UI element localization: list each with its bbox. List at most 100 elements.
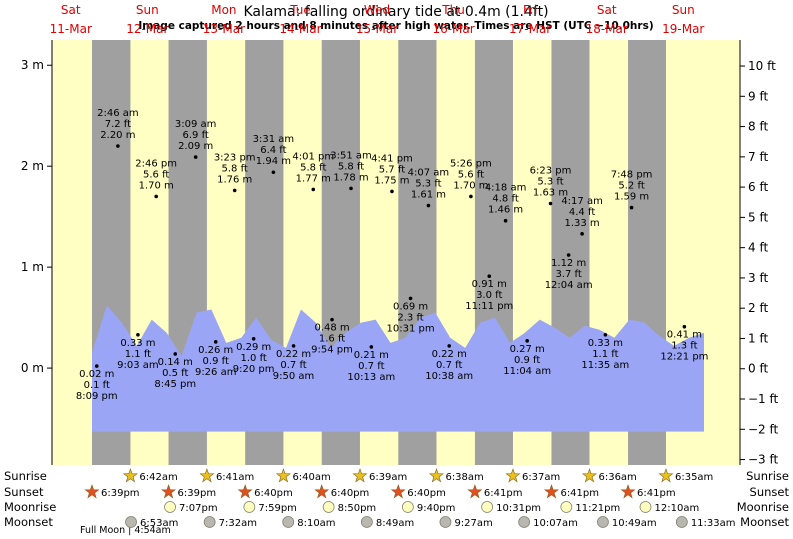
moonrise-icon <box>401 501 414 513</box>
tide-label: 0.91 m <box>472 279 507 290</box>
tide-point <box>349 186 353 191</box>
row-label: Moonset <box>4 515 53 529</box>
sunrise-icon <box>275 468 291 483</box>
tide-point <box>469 194 473 199</box>
day-name: Sun <box>672 3 695 17</box>
moonset-time: 11:33am <box>691 518 736 529</box>
tide-label: 3.7 ft <box>555 269 581 280</box>
tide-label: 10:38 am <box>425 371 473 382</box>
tide-label: 0.7 ft <box>280 360 306 371</box>
tide-label: 6.4 ft <box>260 145 286 156</box>
day-date: 11-Mar <box>50 22 92 36</box>
tide-point <box>291 344 296 348</box>
moonset-icon <box>125 516 137 528</box>
y2-tick-label: −2 ft <box>748 422 779 436</box>
tide-point <box>682 324 687 329</box>
tide-label: 0.02 m <box>79 369 114 380</box>
tide-label: 2.09 m <box>178 141 213 152</box>
tide-label: 10:13 am <box>347 372 395 383</box>
tide-point <box>369 345 374 349</box>
sunrise-time: 6:40am <box>292 472 330 483</box>
day-date: 16-Mar <box>432 22 474 36</box>
sunset-icon <box>390 484 406 499</box>
sunset-time: 6:40pm <box>254 488 293 499</box>
y2-tick-label: 8 ft <box>748 120 768 134</box>
row-label: Moonset <box>740 515 789 529</box>
tide-label: 0.69 m <box>393 301 428 312</box>
tide-label: 6:23 pm <box>530 166 572 177</box>
tide-label: 1.94 m <box>256 156 291 167</box>
sunset-time: 6:41pm <box>560 488 599 499</box>
tide-label: 1.3 ft <box>671 341 697 352</box>
y2-tick-label: 7 ft <box>748 150 768 164</box>
sunset-time: 6:41pm <box>637 488 676 499</box>
tide-point <box>330 317 334 322</box>
moonset-time: 6:53am <box>140 518 178 529</box>
tide-label: 8:09 pm <box>76 391 118 402</box>
y2-tick-label: 6 ft <box>748 180 768 194</box>
sunset-icon <box>620 484 636 499</box>
y2-tick-label: 4 ft <box>748 241 768 255</box>
tide-label: 1.75 m <box>374 175 409 186</box>
tide-label: 12:21 pm <box>660 352 708 363</box>
y-tick-label: 2 m <box>21 159 44 173</box>
tide-point <box>629 205 634 210</box>
tide-label: 1.76 m <box>217 174 252 185</box>
tide-label: 4.4 ft <box>569 207 595 218</box>
sunrise-icon <box>581 468 597 483</box>
tide-label: 4:18 am <box>485 183 527 194</box>
sunrise-icon <box>199 468 215 483</box>
sunset-icon <box>467 484 483 499</box>
moonset-icon <box>518 516 531 528</box>
tide-label: 1.77 m <box>296 173 331 184</box>
tide-label: 0.5 ft <box>162 368 188 379</box>
moonset-icon <box>439 516 452 528</box>
sunrise-time: 6:41am <box>216 472 254 483</box>
tide-label: 1.12 m <box>551 258 586 269</box>
tide-label: 2:46 am <box>97 108 139 119</box>
sunset-time: 6:40pm <box>331 488 370 499</box>
row-label: Sunrise <box>4 469 47 483</box>
tide-point <box>426 203 431 208</box>
moonrise-icon <box>322 501 335 513</box>
y2-tick-label: 9 ft <box>748 89 768 103</box>
moonrise-time: 8:50pm <box>338 503 377 514</box>
tide-label: 2.20 m <box>100 130 135 141</box>
moonrise-time: 12:10am <box>655 503 700 514</box>
tide-point <box>548 201 553 206</box>
tide-label: 4:01 pm <box>292 151 334 162</box>
tide-label: 7:48 pm <box>611 170 653 181</box>
tide-point <box>408 296 413 301</box>
moonrise-time: 7:07pm <box>179 503 218 514</box>
day-date: 19-Mar <box>662 22 704 36</box>
tide-point <box>447 344 452 348</box>
sunrise-icon <box>428 468 444 483</box>
y-tick-label: 1 m <box>21 260 44 274</box>
tide-label: 9:50 am <box>273 371 315 382</box>
tide-label: 1.0 ft <box>240 353 266 364</box>
sunset-time: 6:41pm <box>484 488 523 499</box>
moonrise-icon <box>243 501 256 513</box>
moonrise-time: 11:21pm <box>575 503 620 514</box>
tide-point <box>390 189 394 194</box>
tide-label: 4:41 pm <box>371 153 413 164</box>
day-name: Tue <box>289 3 311 17</box>
day-name: Sun <box>136 3 159 17</box>
tide-label: 1.33 m <box>564 218 599 229</box>
tide-label: 0.22 m <box>432 349 467 360</box>
tide-label: 1.1 ft <box>125 349 151 360</box>
sunrise-icon <box>505 468 521 483</box>
plot-area <box>52 40 740 465</box>
moonrise-time: 9:40pm <box>417 503 456 514</box>
tide-label: 0.21 m <box>354 350 389 361</box>
tide-label: 5.8 ft <box>338 161 364 172</box>
tide-label: 2:46 pm <box>135 158 177 169</box>
tide-label: 3.0 ft <box>476 290 502 301</box>
tide-label: 8:45 pm <box>154 379 196 390</box>
tide-label: 0.33 m <box>120 338 155 349</box>
sunrise-time: 6:36am <box>598 472 636 483</box>
tide-label: 0.7 ft <box>436 360 462 371</box>
row-label: Sunset <box>4 485 44 499</box>
moon-phase: Full Moon | 4:54am <box>80 525 171 536</box>
